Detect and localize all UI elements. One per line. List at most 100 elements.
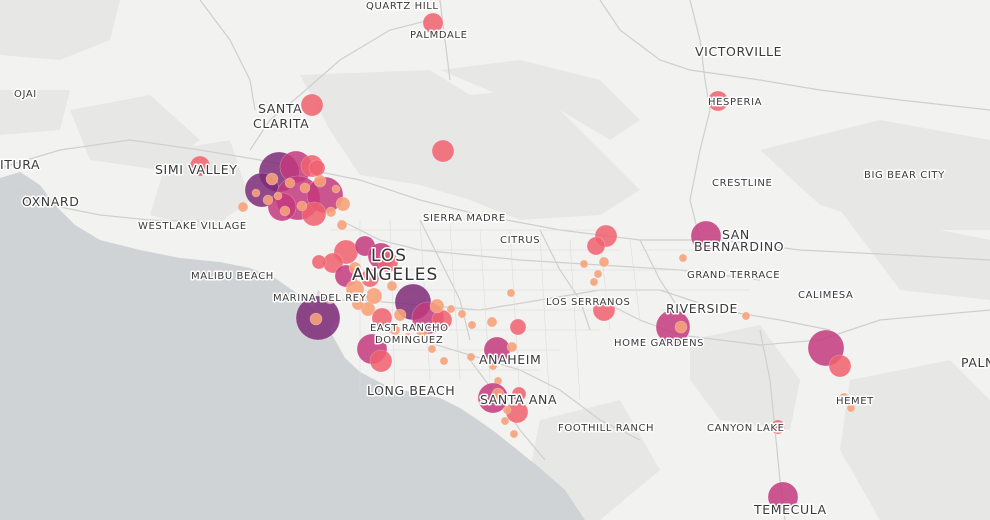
data-point[interactable] bbox=[348, 261, 362, 275]
data-point[interactable] bbox=[674, 320, 688, 334]
data-point[interactable] bbox=[237, 201, 249, 213]
label-riverside: RIVERSIDE bbox=[666, 301, 738, 316]
label-itura: ITURA bbox=[0, 157, 40, 172]
data-point[interactable] bbox=[351, 297, 365, 311]
data-point[interactable] bbox=[655, 309, 691, 345]
label-malibu-beach: MALIBU BEACH bbox=[191, 271, 274, 282]
data-point[interactable] bbox=[457, 309, 467, 319]
label-big-bear-city: BIG BEAR CITY bbox=[864, 170, 945, 181]
data-point[interactable] bbox=[336, 219, 348, 231]
data-point[interactable] bbox=[415, 324, 429, 338]
data-point[interactable] bbox=[678, 253, 688, 263]
label-canyon-lake: CANYON LAKE bbox=[707, 423, 785, 434]
data-point[interactable] bbox=[707, 90, 729, 112]
label-santa-ana: SANTA ANA bbox=[480, 392, 557, 407]
label-quartz-hill: QUARTZ HILL bbox=[366, 1, 439, 12]
data-point[interactable] bbox=[431, 139, 455, 163]
data-point[interactable] bbox=[509, 318, 527, 336]
data-point[interactable] bbox=[284, 177, 296, 189]
data-point[interactable] bbox=[592, 298, 616, 322]
data-points[interactable] bbox=[189, 12, 856, 513]
data-point[interactable] bbox=[393, 308, 407, 322]
data-point[interactable] bbox=[502, 405, 512, 415]
data-point[interactable] bbox=[377, 251, 399, 273]
data-point[interactable] bbox=[309, 312, 323, 326]
data-point[interactable] bbox=[324, 293, 336, 305]
label-angeles: ANGELES bbox=[352, 265, 438, 285]
data-point[interactable] bbox=[467, 320, 477, 330]
label-los: LOS bbox=[371, 246, 407, 266]
data-point[interactable] bbox=[251, 188, 261, 198]
data-point[interactable] bbox=[579, 259, 589, 269]
data-point[interactable] bbox=[402, 332, 414, 344]
label-east-rancho: EAST RANCHO bbox=[370, 323, 449, 334]
data-point[interactable] bbox=[296, 200, 308, 212]
data-point[interactable] bbox=[331, 184, 341, 194]
data-point[interactable] bbox=[279, 205, 291, 217]
data-point[interactable] bbox=[589, 277, 599, 287]
data-point[interactable] bbox=[311, 254, 327, 270]
data-point[interactable] bbox=[308, 159, 326, 177]
data-point[interactable] bbox=[371, 307, 393, 329]
data-point[interactable] bbox=[491, 387, 505, 401]
data-point[interactable] bbox=[511, 386, 527, 402]
data-point[interactable] bbox=[427, 344, 437, 354]
data-point[interactable] bbox=[593, 269, 603, 279]
data-point[interactable] bbox=[741, 311, 751, 321]
label-calimesa: CALIMESA bbox=[798, 290, 853, 301]
street-grid bbox=[330, 219, 760, 411]
data-point[interactable] bbox=[335, 196, 351, 212]
data-point[interactable] bbox=[506, 341, 518, 353]
label-los-serranos: LOS SERRANOS bbox=[546, 297, 631, 308]
label-victorville: VICTORVILLE bbox=[695, 44, 782, 59]
data-point[interactable] bbox=[586, 236, 606, 256]
label-home-gardens: HOME GARDENS bbox=[614, 338, 704, 349]
data-point[interactable] bbox=[325, 206, 337, 218]
data-point[interactable] bbox=[486, 316, 498, 328]
data-point[interactable] bbox=[386, 280, 398, 292]
data-point[interactable] bbox=[846, 403, 856, 413]
data-point[interactable] bbox=[500, 416, 510, 426]
data-point[interactable] bbox=[439, 356, 449, 366]
data-point[interactable] bbox=[360, 268, 380, 288]
data-point[interactable] bbox=[262, 194, 274, 206]
data-point[interactable] bbox=[345, 279, 365, 299]
data-point[interactable] bbox=[389, 324, 401, 336]
label-anaheim: ANAHEIM bbox=[479, 352, 541, 367]
data-point[interactable] bbox=[265, 172, 279, 186]
data-point[interactable] bbox=[299, 182, 311, 194]
label-ojai: OJAI bbox=[14, 89, 37, 100]
data-point[interactable] bbox=[828, 354, 852, 378]
data-point[interactable] bbox=[429, 298, 445, 314]
data-point[interactable] bbox=[838, 392, 850, 404]
label-oxnard: OXNARD bbox=[22, 194, 79, 209]
label-santa: SANTA bbox=[258, 101, 302, 116]
data-point[interactable] bbox=[767, 481, 799, 513]
label-dominguez: DOMINGUEZ bbox=[375, 335, 443, 346]
data-point[interactable] bbox=[509, 429, 519, 439]
data-point[interactable] bbox=[488, 361, 498, 371]
data-point[interactable] bbox=[466, 352, 476, 362]
data-point[interactable] bbox=[598, 256, 610, 268]
data-point[interactable] bbox=[301, 201, 327, 227]
data-point[interactable] bbox=[300, 93, 324, 117]
data-point[interactable] bbox=[422, 12, 444, 34]
data-point[interactable] bbox=[313, 174, 327, 188]
data-point[interactable] bbox=[446, 304, 456, 314]
data-point[interactable] bbox=[189, 155, 211, 177]
data-point[interactable] bbox=[690, 220, 722, 252]
data-point[interactable] bbox=[369, 349, 393, 373]
data-point[interactable] bbox=[506, 288, 516, 298]
label-temecula: TEMECULA bbox=[753, 502, 827, 517]
label-palmdale: PALMDALE bbox=[410, 30, 468, 41]
label-marina-del-rey: MARINA DEL REY bbox=[273, 293, 367, 304]
label-westlake-village: WESTLAKE VILLAGE bbox=[138, 221, 247, 232]
label-hesperia: HESPERIA bbox=[708, 97, 762, 108]
data-point[interactable] bbox=[365, 287, 383, 305]
data-point[interactable] bbox=[273, 191, 283, 201]
data-point[interactable] bbox=[770, 419, 786, 435]
